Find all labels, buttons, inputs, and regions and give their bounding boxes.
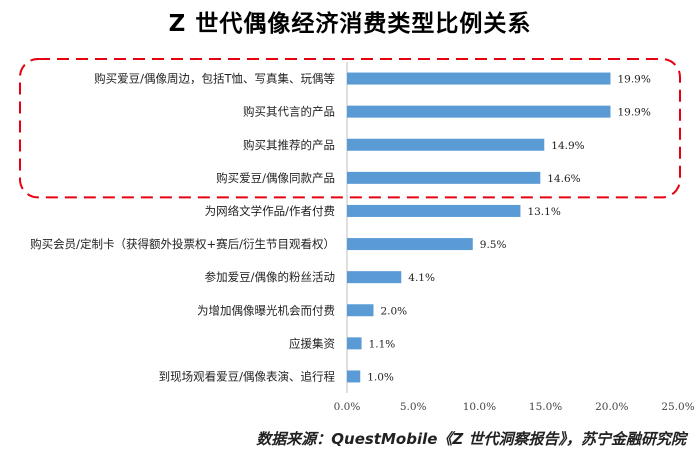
category-label: 购买其推荐的产品	[243, 138, 335, 152]
bar	[347, 138, 545, 151]
category-label: 购买其代言的产品	[243, 105, 335, 119]
category-label: 到现场观看爱豆/偶像表演、追行程	[159, 369, 336, 383]
bar-value-label: 4.1%	[408, 272, 435, 284]
bar	[347, 204, 521, 217]
bar-value-label: 14.9%	[551, 140, 584, 152]
bar-value-label: 1.1%	[369, 338, 396, 350]
x-tick-label: 20.0%	[595, 401, 628, 413]
bar-value-label: 19.9%	[617, 107, 650, 119]
bar	[347, 337, 362, 350]
data-source-note: 数据来源：QuestMobile《Z 世代洞察报告》，苏宁金融研究院	[256, 430, 686, 448]
category-label: 参加爱豆/偶像的粉丝活动	[205, 270, 335, 284]
category-label: 为增加偶像曝光机会而付费	[197, 303, 335, 317]
bar-value-label: 19.9%	[617, 74, 650, 86]
category-label: 购买爱豆/偶像周边，包括T恤、写真集、玩偶等	[94, 72, 335, 86]
bar	[347, 370, 361, 383]
bar	[347, 72, 611, 85]
chart-title: Z 世代偶像经济消费类型比例关系	[168, 11, 532, 37]
bar-value-label: 2.0%	[380, 305, 407, 317]
category-label: 购买会员/定制卡（获得额外投票权+赛后/衍生节目观看权）	[30, 237, 335, 251]
highlight-box	[19, 58, 681, 199]
x-tick-label: 15.0%	[529, 401, 562, 413]
bar	[347, 105, 611, 118]
bar-value-label: 14.6%	[547, 173, 580, 185]
category-label: 购买爱豆/偶像同款产品	[216, 171, 335, 185]
x-tick-label: 0.0%	[334, 401, 361, 413]
bar	[347, 271, 402, 284]
bar-value-label: 9.5%	[480, 239, 507, 251]
bar-value-label: 13.1%	[527, 206, 560, 218]
bar	[347, 304, 374, 317]
bar-value-label: 1.0%	[367, 371, 394, 383]
x-tick-label: 10.0%	[463, 401, 496, 413]
category-label: 应援集资	[289, 336, 335, 350]
x-tick-label: 25.0%	[661, 401, 694, 413]
bar	[347, 238, 473, 251]
x-tick-label: 5.0%	[400, 401, 427, 413]
category-label: 为网络文学作品/作者付费	[205, 204, 335, 218]
bar	[347, 171, 541, 184]
